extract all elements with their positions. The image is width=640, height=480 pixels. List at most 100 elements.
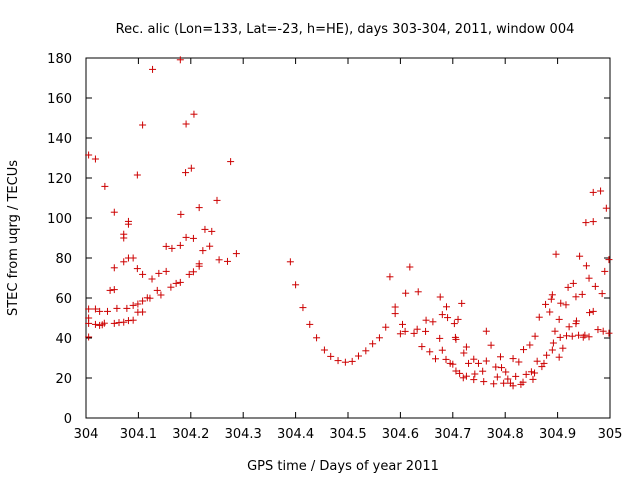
data-point bbox=[362, 347, 370, 355]
data-point bbox=[133, 265, 141, 273]
data-point bbox=[402, 289, 410, 297]
data-point bbox=[182, 120, 190, 128]
data-point bbox=[334, 357, 342, 365]
data-point bbox=[482, 327, 490, 335]
data-point bbox=[354, 352, 362, 360]
data-point bbox=[313, 334, 321, 342]
x-tick-label: 304.7 bbox=[434, 427, 471, 442]
data-point bbox=[123, 304, 131, 312]
x-tick-label: 304.6 bbox=[382, 427, 419, 442]
data-point bbox=[512, 372, 520, 380]
data-point bbox=[502, 368, 510, 376]
data-point bbox=[369, 340, 377, 348]
data-point bbox=[426, 348, 434, 356]
data-point bbox=[401, 327, 409, 335]
data-point bbox=[492, 363, 500, 371]
data-point bbox=[591, 282, 599, 290]
data-point bbox=[543, 351, 551, 359]
data-point bbox=[176, 56, 184, 64]
x-tick-label: 305 bbox=[598, 427, 623, 442]
data-point bbox=[597, 187, 605, 195]
data-point bbox=[531, 369, 539, 377]
data-point bbox=[460, 349, 468, 357]
data-point bbox=[201, 225, 209, 233]
chart-title: Rec. alic (Lon=133, Lat=-23, h=HE), days… bbox=[116, 22, 575, 37]
data-point bbox=[182, 233, 190, 241]
data-point bbox=[85, 333, 93, 341]
data-point bbox=[375, 334, 383, 342]
data-point bbox=[602, 204, 610, 212]
data-point bbox=[548, 346, 556, 354]
data-point bbox=[189, 268, 197, 276]
data-point bbox=[452, 367, 460, 375]
y-tick-label: 160 bbox=[47, 92, 72, 107]
data-point bbox=[465, 359, 473, 367]
data-point bbox=[551, 327, 559, 335]
x-axis-label: GPS time / Days of year 2011 bbox=[247, 459, 439, 474]
y-tick-label: 0 bbox=[64, 412, 72, 427]
data-point bbox=[286, 258, 294, 266]
data-point bbox=[177, 210, 185, 218]
data-point bbox=[172, 279, 180, 287]
data-point bbox=[155, 269, 163, 277]
x-tick-label: 304.1 bbox=[120, 427, 157, 442]
data-point bbox=[396, 330, 404, 338]
data-point bbox=[578, 290, 586, 298]
data-point bbox=[535, 313, 543, 321]
data-point bbox=[327, 352, 335, 360]
data-point bbox=[436, 334, 444, 342]
data-point bbox=[559, 344, 567, 352]
data-point bbox=[531, 332, 539, 340]
y-axis-label: STEC from uqrg / TECUs bbox=[6, 160, 21, 316]
data-point bbox=[139, 308, 147, 316]
data-point bbox=[227, 158, 235, 166]
data-point bbox=[443, 303, 451, 311]
data-point bbox=[110, 264, 118, 272]
data-point bbox=[85, 314, 93, 322]
data-point bbox=[462, 343, 470, 351]
data-point bbox=[556, 333, 564, 341]
data-point bbox=[199, 247, 207, 255]
data-point bbox=[120, 318, 128, 326]
x-tick-label: 304.4 bbox=[277, 427, 314, 442]
data-point bbox=[91, 320, 99, 328]
data-point bbox=[487, 341, 495, 349]
data-point bbox=[189, 234, 197, 242]
data-point bbox=[85, 305, 93, 313]
data-point bbox=[149, 65, 157, 73]
data-point bbox=[215, 256, 223, 264]
data-point bbox=[110, 319, 118, 327]
data-point bbox=[320, 346, 328, 354]
data-point bbox=[162, 267, 170, 275]
data-point bbox=[101, 182, 109, 190]
data-point bbox=[599, 327, 607, 335]
data-point bbox=[509, 382, 517, 390]
data-point bbox=[432, 355, 440, 363]
data-point bbox=[564, 283, 572, 291]
plot-frame bbox=[85, 57, 611, 419]
data-point bbox=[585, 333, 593, 341]
data-point bbox=[594, 326, 602, 334]
data-point bbox=[292, 281, 300, 289]
data-point bbox=[185, 270, 193, 278]
data-point bbox=[519, 378, 527, 386]
data-point bbox=[496, 353, 504, 361]
data-point bbox=[555, 315, 563, 323]
data-point bbox=[143, 294, 151, 302]
data-point bbox=[124, 220, 132, 228]
data-point bbox=[555, 353, 563, 361]
data-point bbox=[341, 358, 349, 366]
data-point bbox=[459, 374, 467, 382]
data-point bbox=[110, 286, 118, 294]
data-point bbox=[520, 346, 528, 354]
data-point bbox=[542, 300, 550, 308]
data-point bbox=[91, 305, 99, 313]
data-point bbox=[406, 263, 414, 271]
data-point bbox=[153, 286, 161, 294]
data-point bbox=[98, 321, 106, 329]
data-point bbox=[299, 304, 307, 312]
data-point bbox=[429, 318, 437, 326]
data-point bbox=[470, 376, 478, 384]
y-tick-label: 100 bbox=[47, 212, 72, 227]
y-tick-label: 80 bbox=[55, 252, 72, 267]
